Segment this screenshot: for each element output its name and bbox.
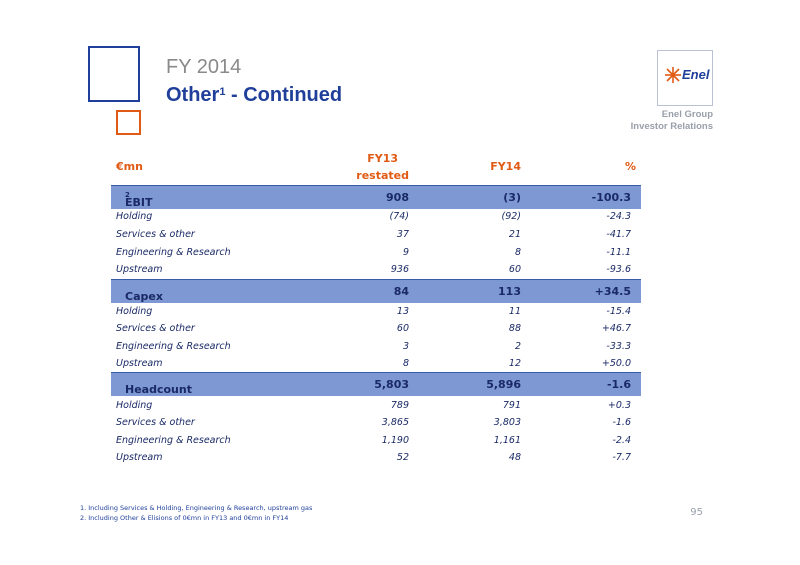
- section-band-headcount: Headcount 5,803 5,896 -1.6: [111, 372, 641, 396]
- corp-line-2: Investor Relations: [630, 121, 713, 132]
- section-change: -1.6: [606, 378, 631, 391]
- table-row: Services & other 37 21 -41.7: [116, 229, 631, 240]
- footnote-1: 1. Including Services & Holding, Enginee…: [80, 504, 313, 512]
- logo-wordmark: Enel: [682, 67, 710, 82]
- table-row: Upstream 8 12 +50.0: [116, 358, 631, 369]
- section-band-ebit: EBIT 2 908 (3) -100.3: [111, 185, 641, 209]
- page-number: 95: [690, 507, 703, 518]
- section-fy14: 5,896: [486, 378, 521, 391]
- table-header: €mn FY13 restated FY14 %: [111, 148, 641, 186]
- section-fy13: 908: [386, 191, 409, 204]
- slide-title-text: Other: [166, 84, 220, 106]
- table-row: Engineering & Research 1,190 1,161 -2.4: [116, 435, 631, 446]
- table-row: Engineering & Research 9 8 -11.1: [116, 247, 631, 258]
- section-fy14: (3): [503, 191, 521, 204]
- table-row: Holding 789 791 +0.3: [116, 400, 631, 411]
- decorative-blue-square: [88, 46, 140, 102]
- fy13-header: FY13 restated: [356, 150, 409, 184]
- enel-flower-logo-icon: [665, 67, 681, 83]
- percent-header: %: [624, 160, 636, 173]
- table-row: Services & other 60 88 +46.7: [116, 323, 631, 334]
- enel-logo: Enel: [657, 50, 713, 106]
- table-row: Services & other 3,865 3,803 -1.6: [116, 417, 631, 428]
- unit-header: €mn: [116, 160, 143, 173]
- section-band-capex: Capex 84 113 +34.5: [111, 279, 641, 303]
- section-change: +34.5: [594, 285, 631, 298]
- section-fy13: 5,803: [374, 378, 409, 391]
- section-fy14: 113: [498, 285, 521, 298]
- section-change: -100.3: [591, 191, 631, 204]
- corporate-label: Enel Group Investor Relations: [631, 109, 713, 133]
- table-row: Holding (74) (92) -24.3: [116, 211, 631, 222]
- title-footnote-mark: 1: [219, 86, 226, 98]
- fy13-header-line2: restated: [356, 169, 409, 182]
- slide-title: Other1 - Continued: [166, 84, 342, 107]
- slide-title-suffix: - Continued: [225, 84, 343, 106]
- footnote-2: 2. Including Other & Elisions of 0€mn in…: [80, 514, 289, 522]
- table-row: Upstream 52 48 -7.7: [116, 452, 631, 463]
- fy14-header: FY14: [490, 160, 521, 173]
- table-row: Holding 13 11 -15.4: [116, 306, 631, 317]
- decorative-orange-square: [116, 110, 141, 135]
- section-fy13: 84: [393, 285, 409, 298]
- section-label: EBIT 2: [125, 191, 153, 209]
- table-row: Upstream 936 60 -93.6: [116, 264, 631, 275]
- slide-year: FY 2014: [166, 56, 242, 78]
- fy13-header-line1: FY13: [367, 152, 399, 165]
- corp-line-1: Enel Group: [661, 109, 713, 120]
- table-row: Engineering & Research 3 2 -33.3: [116, 341, 631, 352]
- footnotes: 1. Including Services & Holding, Enginee…: [80, 503, 312, 523]
